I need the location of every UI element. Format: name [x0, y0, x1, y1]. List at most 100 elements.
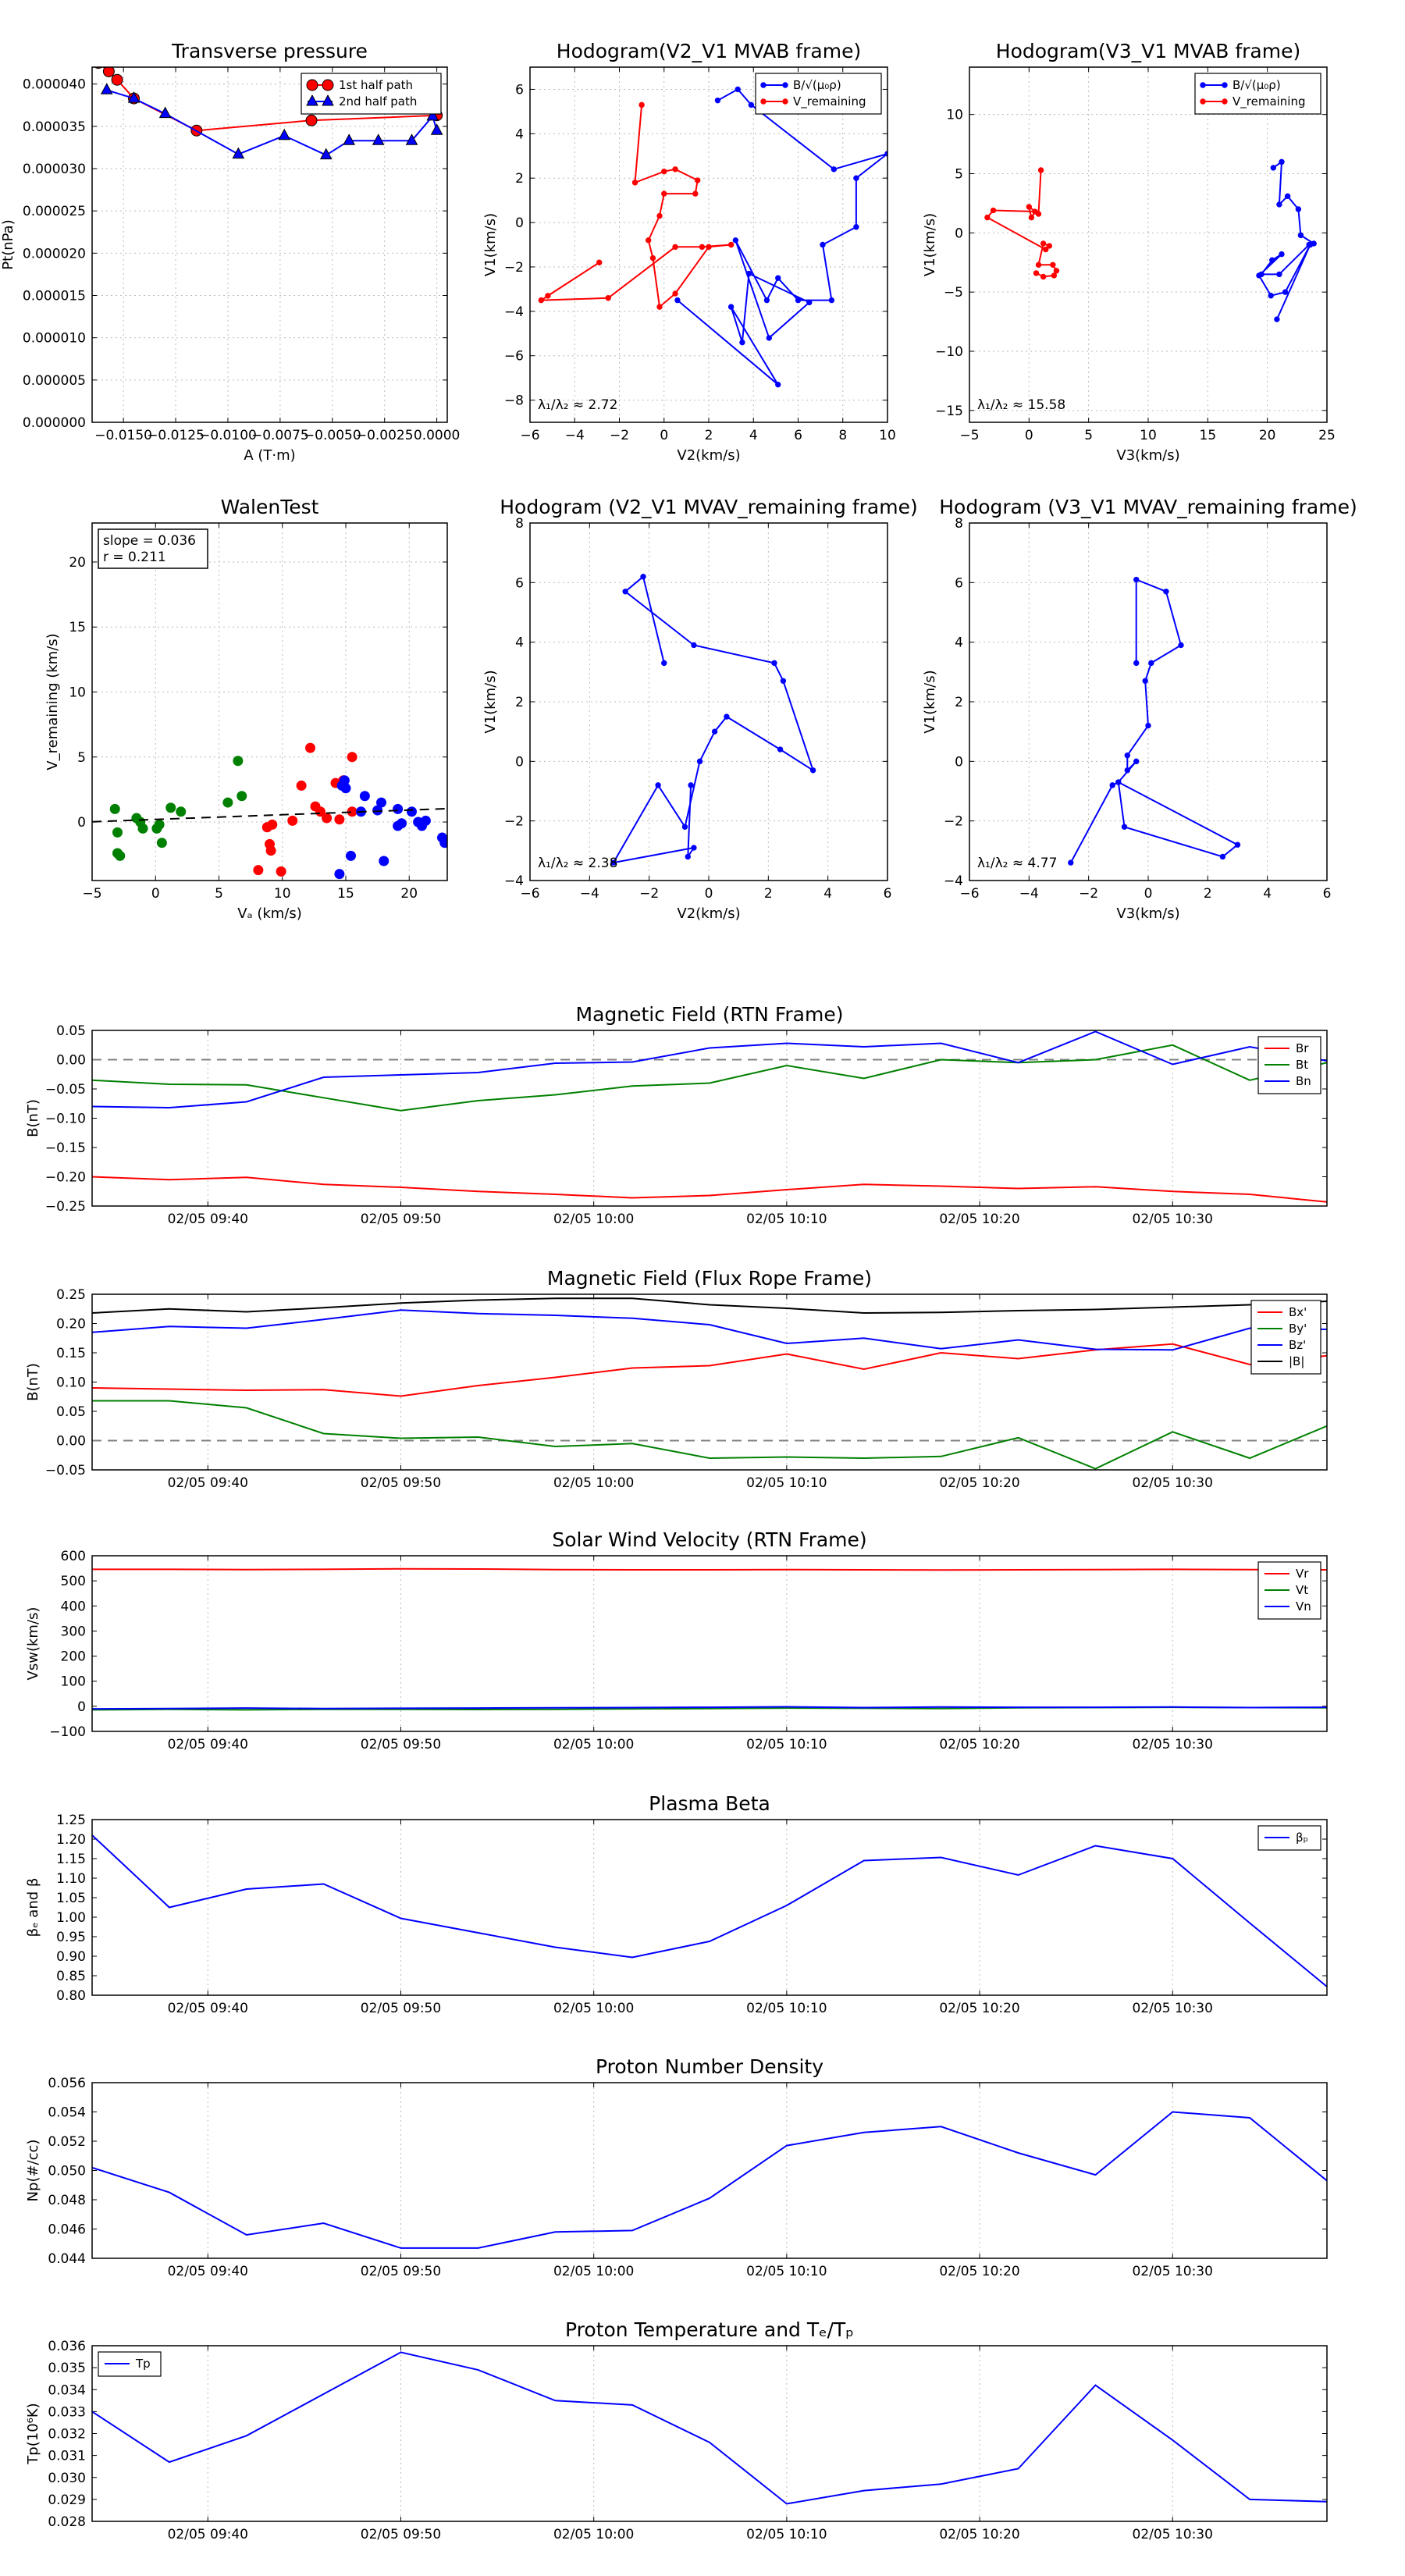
data-point-V_remaining	[631, 180, 638, 186]
tick-label-y: 0.05	[56, 1404, 86, 1420]
legend-label: B/√(μ₀ρ)	[1232, 78, 1281, 92]
series-line-Vn	[92, 1706, 1327, 1710]
y-axis-label: B(nT)	[25, 1099, 41, 1137]
tick-label-x: −4	[565, 428, 585, 443]
data-point-B/√(μ₀ρ)	[1297, 232, 1304, 239]
data-point-B/√(μ₀ρ)	[853, 224, 859, 230]
tick-label-x: −6	[520, 428, 539, 443]
tick-label-y: 600	[61, 1549, 86, 1564]
tick-label-y: 200	[61, 1649, 86, 1665]
axes-frame	[91, 522, 448, 881]
tick-label-y: 20	[69, 555, 86, 571]
data-point-V	[640, 574, 646, 580]
data-point-V	[1068, 859, 1074, 866]
data-point-V_remaining	[727, 241, 735, 248]
data-point-V	[610, 859, 617, 866]
tick-label-y: 2	[955, 695, 963, 710]
data-point-B/√(μ₀ρ)	[820, 241, 826, 248]
data-point-2nd half path	[372, 133, 385, 145]
axes-frame	[91, 1293, 1328, 1471]
panel-walen-test: WalenTest −5 0 5 10 15 20 0 5 10 15 20 Vₐ (km/s) V_re…	[44, 496, 448, 922]
scatter-point-green	[222, 797, 233, 808]
tick-label-y: 0.000015	[23, 289, 86, 304]
tick-label-y: 100	[61, 1674, 86, 1690]
tick-label-x: −2	[639, 886, 659, 902]
series-line-|B|	[92, 1297, 1327, 1315]
panel-hodogram-v2-v1-mvav: Hodogram (V2_V1 MVAV_remaining frame)−6−…	[482, 496, 918, 922]
tick-label-y: 4	[515, 635, 524, 651]
scatter-point-red	[322, 813, 333, 824]
data-point-V	[685, 853, 691, 860]
legend-marker	[1200, 98, 1206, 105]
tick-label-x: 10	[1140, 428, 1157, 443]
scatter-point-red	[305, 742, 315, 753]
tick-label-x: 02/05 10:20	[939, 2001, 1019, 2016]
tick-label-x: 5	[215, 886, 223, 902]
legend-marker	[1222, 82, 1228, 88]
scatter-point-blue	[439, 838, 447, 849]
tick-label-x: −0.0075	[251, 428, 309, 443]
axes-frame	[91, 1555, 1328, 1732]
tick-label-x: 8	[838, 428, 847, 443]
tick-label-x: 02/05 10:30	[1133, 1212, 1213, 1227]
series-line-Bz'	[92, 1309, 1327, 1351]
tick-label-y: 10	[946, 108, 963, 123]
tick-label-x: 02/05 10:20	[939, 2527, 1019, 2542]
tick-label-y: 0.000035	[23, 119, 86, 135]
data-point-V	[1145, 722, 1151, 729]
tick-label-x: −4	[1019, 886, 1039, 902]
panel-magnetic-field-flux-rope: Magnetic Field (Flux Rope Frame) 02/05 09…	[25, 1267, 1328, 1491]
data-point-V	[691, 845, 697, 851]
data-point-V_remaining	[649, 254, 656, 262]
tick-label-x: −0.0050	[304, 428, 361, 443]
tick-label-y: −2	[944, 814, 963, 830]
data-point-V	[1121, 824, 1128, 831]
plot-area	[610, 574, 816, 866]
scatter-point-blue	[376, 797, 386, 808]
legend-label: 1st half path	[339, 78, 413, 92]
legend-box	[1194, 73, 1321, 115]
tick-label-y: 2	[515, 171, 524, 187]
legend-label: βₚ	[1296, 1831, 1308, 1845]
legend-marker	[1222, 98, 1228, 105]
tick-label-x: 02/05 10:30	[1133, 2001, 1213, 2016]
tick-label-y: 300	[61, 1624, 86, 1639]
tick-label-x: −0.0150	[94, 428, 152, 443]
axes-frame	[969, 522, 1328, 881]
chart-title: WalenTest	[221, 496, 319, 518]
legend-box	[301, 73, 442, 115]
data-point-V	[655, 782, 661, 788]
data-point-B/√(μ₀ρ)	[1269, 257, 1275, 263]
tick-label-x: 4	[749, 428, 758, 443]
tick-label-y: 0.046	[48, 2222, 86, 2238]
data-point-V	[1109, 782, 1115, 788]
tick-label-x: −2	[610, 428, 629, 443]
data-point-2nd half path	[426, 109, 439, 121]
tick-label-y: −0.20	[45, 1170, 86, 1186]
tick-label-x: 02/05 10:10	[746, 2264, 827, 2279]
chart-title: Solar Wind Velocity (RTN Frame)	[552, 1528, 866, 1551]
tick-label-y: 0	[515, 215, 524, 231]
tick-label-x: 0	[705, 886, 713, 902]
tick-label-x: 25	[1318, 428, 1336, 443]
tick-label-y: 1.15	[56, 1852, 86, 1867]
legend-marker	[782, 82, 788, 88]
tick-label-y: 0.034	[48, 2382, 86, 2398]
chart-title: Hodogram (V2_V1 MVAV_remaining frame)	[500, 496, 918, 518]
legend-label: Br	[1296, 1041, 1309, 1055]
data-point-V_remaining	[984, 214, 991, 221]
tick-label-y: 0	[955, 754, 963, 770]
tick-label-y: −4	[504, 873, 524, 889]
tick-label-y: 0.90	[56, 1949, 86, 1965]
series-line-Bt	[92, 1044, 1327, 1112]
tick-label-x: −6	[520, 886, 539, 902]
y-axis-label: V1(km/s)	[922, 213, 938, 276]
y-axis-label: B(nT)	[25, 1363, 41, 1401]
scatter-point-green	[165, 802, 176, 813]
data-point-1st half path	[111, 73, 123, 86]
data-point-V_remaining	[1033, 270, 1040, 276]
scatter-point-red	[265, 845, 276, 856]
tick-label-y: 0.050	[48, 2164, 86, 2179]
data-point-2nd half path	[405, 133, 418, 145]
legend-label: B/√(μ₀ρ)	[793, 78, 841, 92]
